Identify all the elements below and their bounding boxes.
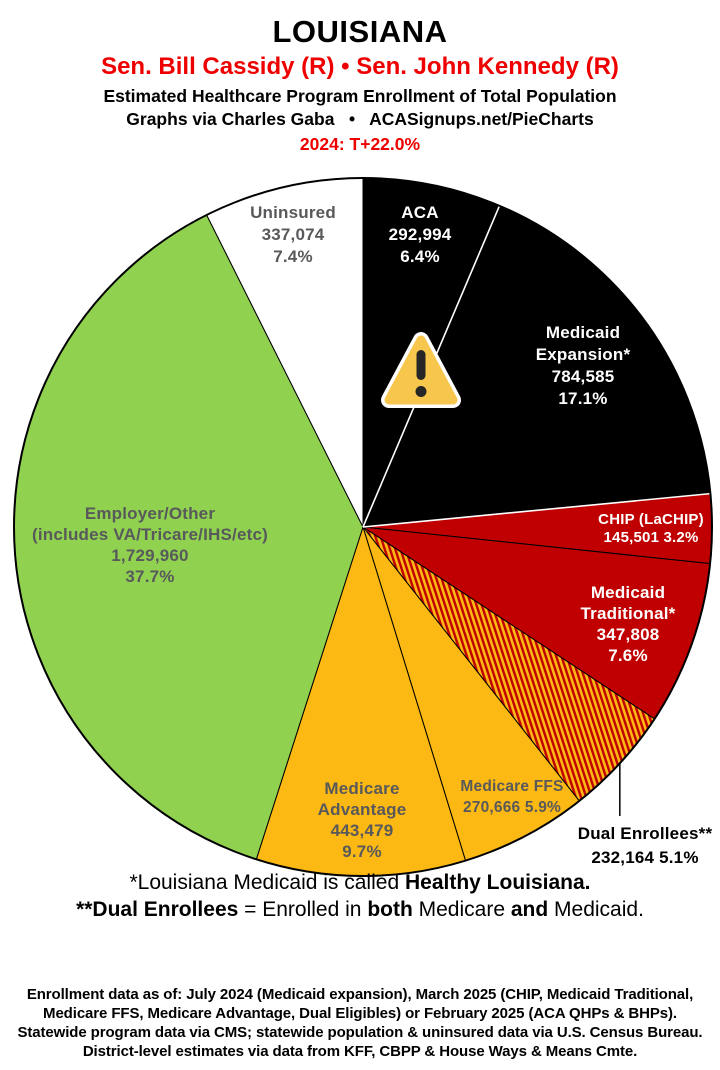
label-line: 9.7% — [342, 842, 382, 861]
footnote-text: Medicaid. — [548, 898, 644, 921]
label-line: 337,074 — [261, 225, 325, 244]
label-line: 443,479 — [330, 821, 394, 840]
pie-slices — [13, 177, 713, 877]
label-line: Employer/Other — [84, 504, 216, 523]
disclaimer-line: Statewide program data via CMS; statewid… — [17, 1024, 703, 1041]
senators-line: Sen. Bill Cassidy (R) • Sen. John Kenned… — [101, 53, 619, 80]
label-line: Medicaid — [545, 323, 621, 342]
label-line: 17.1% — [558, 389, 608, 408]
label-line: Dual Enrollees** — [577, 824, 713, 843]
label-line: 784,585 — [551, 367, 615, 386]
trend-line: 2024: T+22.0% — [299, 134, 421, 154]
disclaimer-line: Medicare FFS, Medicare Advantage, Dual E… — [43, 1005, 677, 1022]
slice-label-medicaid-expansion: Medicaid Expansion* 784,585 17.1% — [536, 322, 631, 410]
footnote-bold: both — [367, 898, 413, 921]
slice-label-chip: CHIP (LaCHIP) 145,501 3.2% — [598, 511, 704, 547]
label-line: 7.4% — [273, 247, 313, 266]
label-line: CHIP (LaCHIP) — [598, 511, 704, 528]
data-sources-disclaimer: Enrollment data as of: July 2024 (Medica… — [0, 985, 720, 1061]
label-line: 37.7% — [125, 567, 175, 586]
label-line: 145,501 3.2% — [603, 529, 699, 546]
label-line: Expansion* — [535, 345, 631, 364]
footnote-text: Medicare — [412, 898, 511, 921]
disclaimer-line: District-level estimates via data from K… — [82, 1043, 638, 1060]
footnote-dual-definition: **Dual Enrollees = Enrolled in both Medi… — [0, 898, 720, 922]
slice-label-employer-other: Employer/Other (includes VA/Tricare/IHS/… — [32, 503, 268, 587]
slice-label-medicare-advantage: Medicare Advantage 443,479 9.7% — [318, 778, 407, 862]
slice-label-uninsured: Uninsured 337,074 7.4% — [250, 202, 336, 268]
footnote-bold: **Dual Enrollees — [76, 898, 239, 921]
label-line: 347,808 — [596, 625, 660, 644]
chart-subtitle: Estimated Healthcare Program Enrollment … — [103, 86, 617, 106]
label-line: 270,666 5.9% — [462, 799, 562, 816]
label-line: Uninsured — [250, 203, 336, 222]
footnote-text: *Louisiana Medicaid is called — [129, 871, 405, 894]
slice-label-dual-enrollees: Dual Enrollees** 232,164 5.1% — [578, 822, 713, 870]
slice-label-aca: ACA 292,994 6.4% — [389, 202, 452, 268]
label-line: Medicare FFS — [460, 778, 564, 795]
page-title: LOUISIANA — [272, 14, 448, 49]
label-line: Medicare — [324, 779, 400, 798]
label-line: 7.6% — [608, 646, 648, 665]
label-line: Traditional* — [580, 604, 676, 623]
footnote-bold: and — [510, 898, 549, 921]
warning-icon — [381, 332, 461, 408]
slice-label-medicare-ffs: Medicare FFS 270,666 5.9% — [460, 776, 563, 818]
white-divider — [362, 492, 711, 528]
label-line: 6.4% — [400, 247, 440, 266]
label-line: ACA — [401, 203, 439, 222]
disclaimer-line: Enrollment data as of: July 2024 (Medica… — [26, 986, 694, 1003]
footnote-medicaid-name: *Louisiana Medicaid is called Healthy Lo… — [0, 871, 720, 895]
label-line: Advantage — [317, 800, 407, 819]
pie-outline — [13, 177, 713, 877]
label-line: 292,994 — [388, 225, 452, 244]
footnote-bold: Healthy Louisiana. — [404, 871, 591, 894]
attribution-line: Graphs via Charles Gaba • ACASignups.net… — [126, 109, 594, 129]
label-line: 1,729,960 — [111, 546, 189, 565]
label-line: 232,164 5.1% — [591, 848, 699, 867]
label-line: (includes VA/Tricare/IHS/etc) — [31, 525, 269, 544]
label-line: Medicaid — [590, 583, 666, 602]
slice-label-medicaid-traditional: Medicaid Traditional* 347,808 7.6% — [581, 582, 676, 666]
footnote-text: = Enrolled in — [238, 898, 368, 921]
